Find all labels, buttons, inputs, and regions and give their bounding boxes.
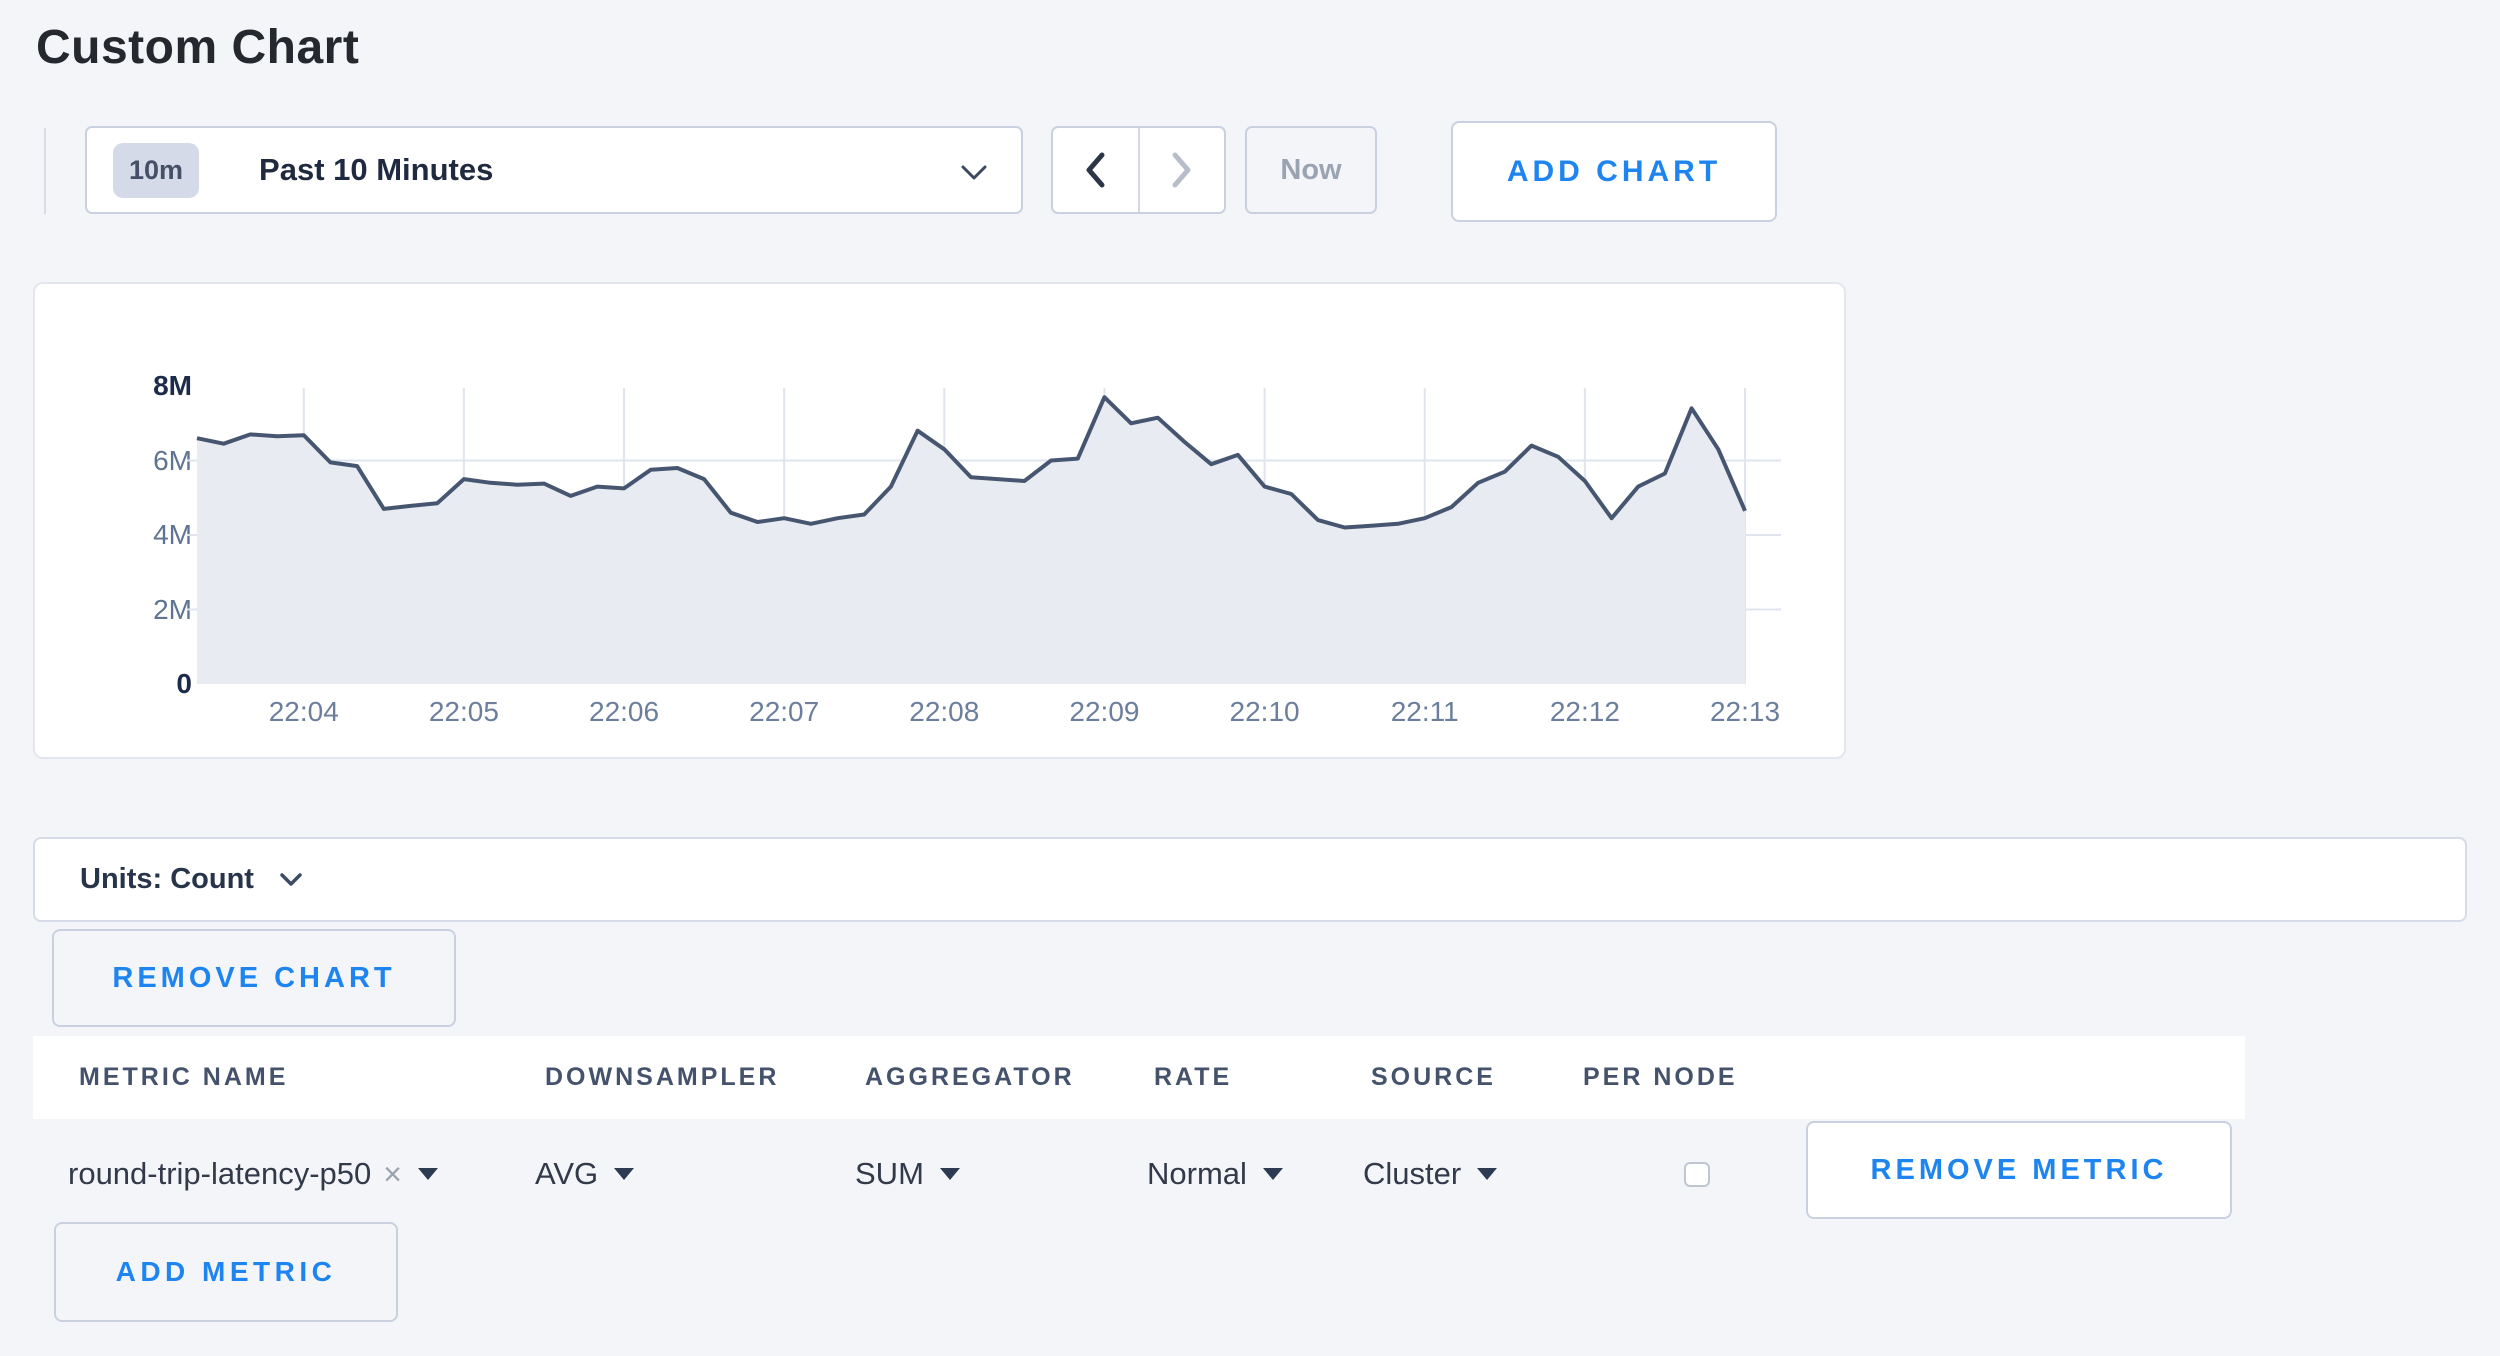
y-axis-label: 8M <box>153 370 192 401</box>
remove-metric-button[interactable]: REMOVE METRIC <box>1806 1121 2232 1219</box>
col-header-source: SOURCE <box>1371 1063 1496 1091</box>
remove-chart-button[interactable]: REMOVE CHART <box>52 929 456 1027</box>
table-header: METRIC NAME DOWNSAMPLER AGGREGATOR RATE … <box>33 1036 2245 1119</box>
x-axis-label: 22:09 <box>1069 696 1140 727</box>
add-chart-button[interactable]: ADD CHART <box>1451 121 1777 222</box>
time-forward-button[interactable] <box>1140 128 1225 212</box>
per-node-checkbox[interactable] <box>1684 1162 1710 1187</box>
aggregator-value: SUM <box>855 1156 924 1191</box>
source-select[interactable]: Cluster <box>1363 1119 1498 1229</box>
time-range-select[interactable]: 10m Past 10 Minutes <box>85 126 1023 214</box>
metric-row: round-trip-latency-p50 × AVG SUM Normal … <box>33 1119 2245 1229</box>
chart-card: 0 2M 4M 6M 8M 22:04 22:05 22:06 22:07 22:08 22:09… <box>33 282 1846 759</box>
chart-canvas <box>187 388 1781 684</box>
downsampler-select[interactable]: AVG <box>535 1119 635 1229</box>
rate-value: Normal <box>1147 1156 1247 1191</box>
chevron-left-icon <box>1083 150 1107 190</box>
units-label: Units: Count <box>80 863 254 895</box>
units-bar: Units: Count <box>33 837 2467 922</box>
page-title: Custom Chart <box>36 21 360 74</box>
x-axis-label: 22:11 <box>1390 696 1459 727</box>
x-axis-label: 22:06 <box>588 696 660 727</box>
time-range-badge: 10m <box>113 142 200 198</box>
metric-name-select[interactable]: round-trip-latency-p50 × <box>68 1119 438 1229</box>
col-header-aggregator: AGGREGATOR <box>865 1063 1075 1091</box>
add-metric-button[interactable]: ADD METRIC <box>54 1222 398 1322</box>
x-axis-label: 22:13 <box>1709 696 1781 727</box>
downsampler-value: AVG <box>535 1156 599 1191</box>
dropdown-caret-icon <box>939 1168 960 1180</box>
col-header-metric-name: METRIC NAME <box>79 1063 289 1091</box>
chevron-down-icon <box>280 872 302 887</box>
time-back-button[interactable] <box>1053 128 1140 212</box>
x-axis-label: 22:07 <box>749 696 820 727</box>
y-axis-label: 6M <box>153 444 192 476</box>
chevron-down-icon <box>961 165 987 181</box>
dropdown-caret-icon <box>1262 1168 1283 1180</box>
x-axis-label: 22:05 <box>428 696 499 727</box>
y-axis-label: 4M <box>153 519 192 550</box>
dropdown-caret-icon <box>417 1168 438 1180</box>
time-range-label: Past 10 Minutes <box>259 152 494 187</box>
now-button[interactable]: Now <box>1245 126 1377 214</box>
time-step-controls <box>1051 126 1226 214</box>
x-axis-label: 22:10 <box>1229 696 1300 727</box>
metric-name-value: round-trip-latency-p50 <box>68 1156 372 1191</box>
x-axis-label: 22:12 <box>1549 696 1620 727</box>
rate-select[interactable]: Normal <box>1147 1119 1283 1229</box>
col-header-rate: RATE <box>1154 1063 1233 1091</box>
x-axis-label: 22:08 <box>909 696 980 727</box>
y-axis-label: 0 <box>176 668 192 699</box>
dropdown-caret-icon <box>1477 1168 1498 1180</box>
y-axis-label: 2M <box>153 593 192 625</box>
toolbar-divider <box>44 128 46 214</box>
col-header-downsampler: DOWNSAMPLER <box>545 1063 780 1091</box>
chevron-right-icon <box>1170 150 1194 190</box>
aggregator-select[interactable]: SUM <box>855 1119 960 1229</box>
units-select[interactable]: Units: Count <box>80 863 302 896</box>
col-header-per-node: PER NODE <box>1583 1063 1738 1091</box>
x-axis-label: 22:04 <box>268 696 339 727</box>
dropdown-caret-icon <box>614 1168 635 1180</box>
source-value: Cluster <box>1363 1156 1462 1191</box>
clear-metric-icon[interactable]: × <box>383 1155 402 1192</box>
